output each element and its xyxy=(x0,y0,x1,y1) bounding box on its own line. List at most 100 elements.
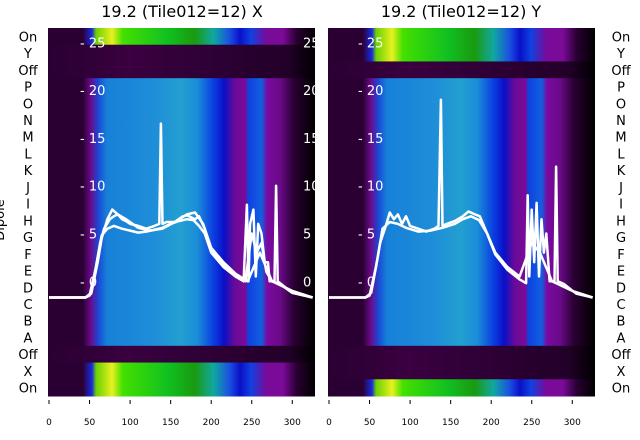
row-label: E xyxy=(617,265,625,280)
heatmap-row-k xyxy=(328,161,595,180)
heatmap-row-off xyxy=(48,345,315,364)
row-label: J xyxy=(25,181,30,196)
row-label: On xyxy=(19,382,37,397)
heatmap-row-c xyxy=(48,295,315,313)
row-label: On xyxy=(612,382,630,397)
heatmap-row-off xyxy=(328,61,595,79)
x-tick-label: 100 xyxy=(402,418,419,428)
row-label: C xyxy=(616,298,625,313)
heatmap-row-k xyxy=(48,161,315,180)
row-label: G xyxy=(23,231,33,246)
heatmap-row-d xyxy=(48,278,315,297)
panel-y-title: 19.2 (Tile012=12) Y xyxy=(381,2,542,21)
row-label: O xyxy=(616,97,626,112)
heatmap-row-o xyxy=(48,94,315,113)
y-axis-label: Dipole xyxy=(0,199,8,240)
row-label: F xyxy=(24,248,31,263)
row-label: M xyxy=(615,131,626,146)
row-label: M xyxy=(22,131,33,146)
inner-y-tick-label: - 20 xyxy=(358,84,383,99)
heatmap-row-n xyxy=(328,111,595,129)
x-tick-label: 300 xyxy=(284,418,301,428)
row-label: On xyxy=(19,30,37,45)
row-label: G xyxy=(616,231,626,246)
heatmap-row-on xyxy=(48,28,315,46)
heatmap-row-c xyxy=(328,295,595,313)
inner-y-tick-label-right: 10 xyxy=(303,180,320,195)
inner-y-tick-label: - 15 xyxy=(358,132,383,147)
heatmap-row-j xyxy=(328,178,595,196)
inner-y-tick-label: - 20 xyxy=(80,84,105,99)
row-label: Y xyxy=(616,47,625,62)
heatmap-row-x xyxy=(48,362,315,380)
x-tick-label: 0 xyxy=(46,418,52,428)
line-trace-2 xyxy=(49,217,313,299)
row-label: B xyxy=(24,315,33,330)
row-label: Y xyxy=(23,47,32,62)
row-label: O xyxy=(23,97,33,112)
heatmap-row-a xyxy=(328,329,595,347)
inner-y-tick-label: - 25 xyxy=(358,36,383,51)
row-label: P xyxy=(617,81,625,96)
row-label: B xyxy=(617,315,626,330)
inner-y-tick-label: - 10 xyxy=(358,180,383,195)
row-label: Off xyxy=(611,348,631,363)
row-label: I xyxy=(26,198,30,213)
heatmap-row-on xyxy=(328,28,595,46)
row-label: E xyxy=(24,265,32,280)
row-label: A xyxy=(24,331,33,346)
row-label: P xyxy=(24,81,32,96)
inner-y-tick-label: - 0 xyxy=(80,275,97,290)
heatmap-row-on xyxy=(328,379,595,397)
x-tick-label: 150 xyxy=(162,418,179,428)
row-label: D xyxy=(616,281,626,296)
row-label: J xyxy=(618,181,623,196)
row-label: N xyxy=(23,114,33,129)
inner-y-tick-label: - 5 xyxy=(358,228,375,243)
row-label: On xyxy=(612,30,630,45)
row-label: L xyxy=(617,147,625,162)
panel-x-title: 19.2 (Tile012=12) X xyxy=(101,2,263,21)
row-label: H xyxy=(23,214,33,229)
line-trace-3 xyxy=(49,208,313,299)
x-tick-label: 250 xyxy=(523,418,540,428)
row-label: N xyxy=(616,114,626,129)
heatmap-row-l xyxy=(48,145,315,163)
heatmap-row-y xyxy=(48,44,315,62)
x-tick-label: 250 xyxy=(243,418,260,428)
heatmap-row-j xyxy=(48,178,315,196)
heatmap-row-n xyxy=(48,111,315,129)
line-trace-1 xyxy=(49,122,313,299)
heatmap-row-x xyxy=(328,362,595,380)
x-tick-label: 0 xyxy=(326,418,332,428)
heatmap-row-p xyxy=(48,78,315,96)
heatmap-row-y xyxy=(328,44,595,62)
line-trace-2 xyxy=(329,215,593,299)
inner-y-tick-label-right: 20 xyxy=(303,84,320,99)
inner-y-tick-label: - 10 xyxy=(80,180,105,195)
x-tick-label: 200 xyxy=(203,418,220,428)
row-label: L xyxy=(24,147,32,162)
row-label: Off xyxy=(18,64,38,79)
x-tick-label: 150 xyxy=(442,418,459,428)
row-label: K xyxy=(617,164,626,179)
heatmap-row-b xyxy=(328,312,595,330)
row-label: Off xyxy=(611,64,631,79)
heatmap-row-on xyxy=(48,379,315,397)
inner-y-tick-label-right: 25 xyxy=(303,36,320,51)
heatmap-row-b xyxy=(48,312,315,330)
x-tick-label: 50 xyxy=(364,418,376,428)
row-label: X xyxy=(24,365,33,380)
heatmap-row-off xyxy=(48,61,315,79)
inner-y-tick-label: - 25 xyxy=(80,36,105,51)
heatmap-row-o xyxy=(328,94,595,113)
row-label: H xyxy=(616,214,626,229)
heatmap-row-l xyxy=(328,145,595,163)
inner-y-tick-label: - 0 xyxy=(358,275,375,290)
line-trace-1 xyxy=(329,98,593,299)
row-label: Off xyxy=(18,348,38,363)
heatmap-row-off xyxy=(328,345,595,364)
